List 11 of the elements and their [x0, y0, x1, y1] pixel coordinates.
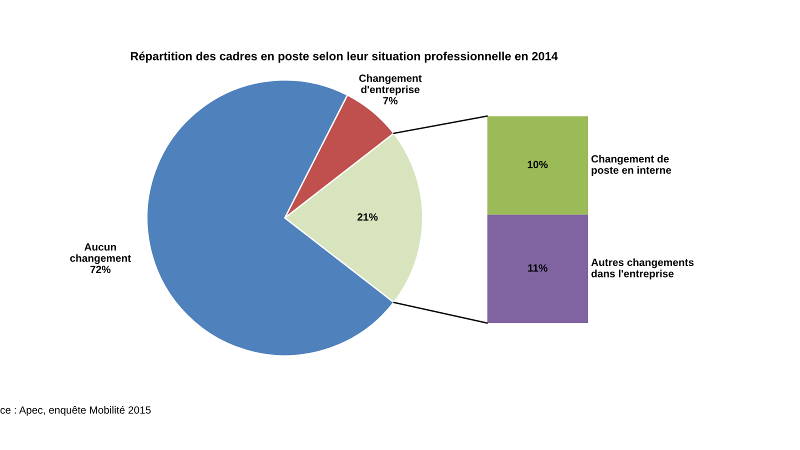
- data-label: 21%: [357, 213, 378, 221]
- series-label: Autres changements dans l'entreprise: [591, 258, 694, 280]
- data-label: 7%: [383, 97, 398, 104]
- slice-label: Changement d'entreprise: [359, 74, 422, 96]
- slice-label: Aucun changement: [70, 243, 131, 264]
- data-label: 10%: [528, 160, 548, 168]
- text: ce : Apec, enquête Mobilité 2015: [0, 406, 151, 416]
- chart-title: Répartition des cadres en poste selon leur situation professionnelle en 2014: [130, 52, 558, 63]
- data-label: 72%: [90, 266, 111, 274]
- data-label: 11%: [528, 264, 548, 272]
- series-label: Changement de poste en interne: [591, 154, 672, 176]
